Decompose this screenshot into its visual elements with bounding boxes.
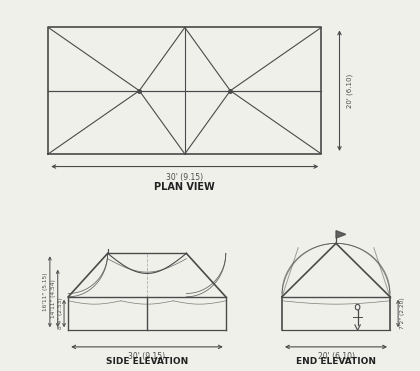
Text: 8'4" (2.53): 8'4" (2.53)	[58, 298, 63, 329]
Text: 20' (6.10): 20' (6.10)	[318, 352, 354, 361]
Text: 14'11" (4.54): 14'11" (4.54)	[51, 279, 56, 318]
Polygon shape	[336, 231, 346, 238]
Text: SIDE ELEVATION: SIDE ELEVATION	[106, 357, 188, 366]
Text: 16'11" (5.15): 16'11" (5.15)	[43, 272, 48, 311]
Text: END ELEVATION: END ELEVATION	[296, 357, 376, 366]
Text: 30' (9.15): 30' (9.15)	[129, 352, 165, 361]
Text: 7'2" (2.20): 7'2" (2.20)	[400, 298, 405, 329]
Text: 30' (9.15): 30' (9.15)	[166, 173, 203, 182]
Text: PLAN VIEW: PLAN VIEW	[155, 182, 215, 192]
Text: 20' (6.10): 20' (6.10)	[347, 73, 353, 108]
